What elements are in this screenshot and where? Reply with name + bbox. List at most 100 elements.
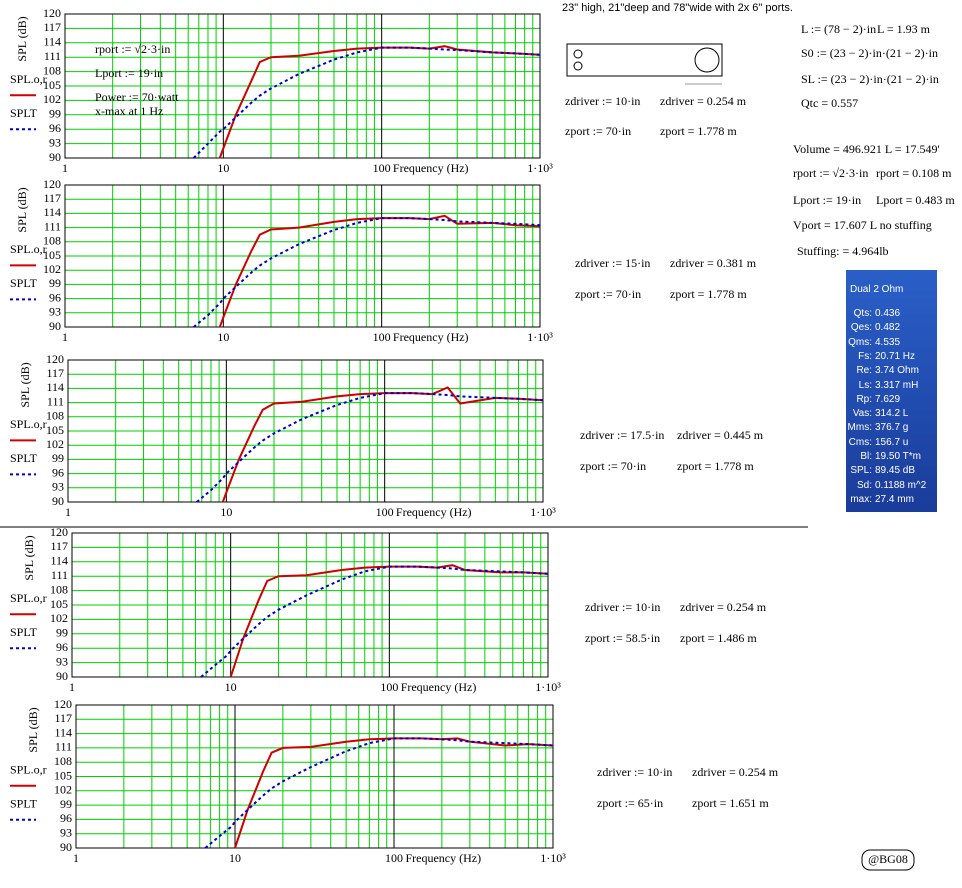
series-line bbox=[229, 564, 549, 678]
y-tick-label: 120 bbox=[50, 525, 68, 539]
annotation: Lport := 19·in bbox=[95, 66, 163, 80]
y-tick-label: 102 bbox=[50, 611, 68, 625]
x-tick-label: 1 bbox=[62, 161, 68, 175]
plot-frame bbox=[67, 359, 544, 503]
spec-value: 314.2 L bbox=[875, 408, 909, 420]
y-tick-label: 114 bbox=[43, 205, 61, 219]
y-tick-label: 108 bbox=[54, 754, 72, 768]
y-tick-label: 108 bbox=[50, 582, 68, 596]
calc-line: L = 1.93 m bbox=[877, 22, 930, 36]
driver-title: Dual 2 Ohm bbox=[850, 284, 904, 295]
legend-label: SPL.o,r bbox=[10, 417, 47, 431]
spec-value: 156.7 u bbox=[875, 436, 909, 448]
y-axis-label: SPL (dB) bbox=[18, 362, 32, 407]
spec-value: 27.4 mm bbox=[875, 493, 914, 505]
y-tick-label: 108 bbox=[43, 63, 61, 77]
y-tick-label: 105 bbox=[46, 423, 64, 437]
spec-label: max: bbox=[850, 493, 872, 505]
note: zdriver := 15·in bbox=[575, 256, 651, 270]
y-tick-label: 99 bbox=[60, 797, 72, 811]
spec-value: 20.71 Hz bbox=[875, 350, 916, 362]
annotation: rport := √2·3·in bbox=[95, 42, 170, 56]
x-axis-label: Frequency (Hz) bbox=[393, 161, 469, 175]
legend-label: SPL.o,r bbox=[10, 242, 47, 256]
x-tick-label: 1·10³ bbox=[540, 851, 566, 865]
y-tick-label: 93 bbox=[49, 135, 61, 149]
spec-label: Re: bbox=[856, 365, 872, 377]
x-tick-label: 1 bbox=[62, 330, 68, 344]
y-tick-label: 111 bbox=[47, 394, 64, 408]
y-tick-label: 105 bbox=[43, 248, 61, 262]
y-tick-label: 120 bbox=[54, 697, 72, 711]
calc-line: L := (78 − 2)·in bbox=[801, 22, 877, 36]
x-tick-label: 1 bbox=[73, 851, 79, 865]
spec-value: 3.74 Ohm bbox=[875, 365, 919, 377]
series-line bbox=[193, 217, 541, 328]
y-tick-label: 117 bbox=[43, 191, 61, 205]
calc-line: rport = 0.108 m bbox=[876, 166, 952, 180]
note: zport := 70·in bbox=[580, 459, 647, 473]
y-tick-label: 99 bbox=[52, 451, 64, 465]
y-tick-label: 117 bbox=[43, 20, 61, 34]
legend-label: SPLT bbox=[10, 106, 38, 120]
calc-line: S0 := (23 − 2)·in·(21 − 2)·in bbox=[801, 46, 938, 60]
series-line bbox=[196, 392, 544, 503]
spec-value: 19.50 T*m bbox=[875, 451, 921, 462]
series-line bbox=[221, 386, 544, 503]
spec-value: 0.1188 m^2 bbox=[875, 479, 927, 491]
x-axis-label: Frequency (Hz) bbox=[401, 680, 477, 694]
x-tick-label: 1 bbox=[69, 680, 75, 694]
x-tick-label: 100 bbox=[385, 851, 403, 865]
calc-line: Stuffing: = 4.964lb bbox=[797, 244, 889, 258]
note: zdriver = 0.254 m bbox=[680, 600, 767, 614]
x-tick-label: 1·10³ bbox=[530, 505, 556, 519]
plot-frame bbox=[64, 184, 541, 328]
y-tick-label: 120 bbox=[46, 352, 64, 366]
header: 23" high, 21"deep and 78"wide with 2x 6"… bbox=[562, 2, 793, 14]
y-tick-label: 99 bbox=[49, 276, 61, 290]
y-tick-label: 117 bbox=[46, 366, 64, 380]
driver-icon bbox=[694, 47, 720, 73]
y-tick-label: 102 bbox=[43, 92, 61, 106]
annotation: Power := 70·watt bbox=[95, 90, 179, 104]
note: zport = 1.778 m bbox=[677, 459, 754, 473]
plot-frame bbox=[71, 532, 549, 678]
legend-label: SPLT bbox=[10, 276, 38, 290]
y-tick-label: 90 bbox=[49, 150, 61, 164]
port-icon bbox=[573, 61, 583, 71]
calc-line: rport := √2·3·in bbox=[793, 166, 869, 180]
y-tick-label: 114 bbox=[50, 554, 68, 568]
y-tick-label: 96 bbox=[56, 640, 68, 654]
plot-frame bbox=[75, 704, 554, 849]
note: zdriver := 17.5·in bbox=[580, 428, 665, 442]
signature-box bbox=[861, 849, 915, 871]
x-axis-label: Frequency (Hz) bbox=[396, 505, 472, 519]
x-tick-label: 1·10³ bbox=[527, 330, 553, 344]
legend-label: SPL.o,r bbox=[10, 72, 47, 86]
y-tick-label: 111 bbox=[44, 49, 61, 63]
series-line bbox=[218, 214, 541, 328]
x-tick-label: 1·10³ bbox=[535, 680, 561, 694]
spec-label: Fs: bbox=[858, 350, 872, 362]
y-tick-label: 114 bbox=[46, 380, 64, 394]
y-tick-label: 93 bbox=[56, 654, 68, 668]
spec-label: Mms: bbox=[847, 422, 872, 434]
spec-label: Bl: bbox=[860, 451, 872, 462]
y-tick-label: 114 bbox=[43, 35, 61, 49]
y-tick-label: 117 bbox=[54, 711, 72, 725]
y-tick-label: 108 bbox=[46, 409, 64, 423]
y-tick-label: 120 bbox=[43, 6, 61, 20]
spec-value: 376.7 g bbox=[875, 422, 909, 434]
calc-line: Lport = 0.483 m bbox=[876, 193, 955, 207]
y-tick-label: 108 bbox=[43, 234, 61, 248]
spec-value: 3.317 mH bbox=[875, 379, 919, 391]
y-tick-label: 99 bbox=[56, 626, 68, 640]
note: zport = 1.486 m bbox=[680, 631, 757, 645]
legend-label: SPLT bbox=[10, 451, 38, 465]
note: zdriver = 0.445 m bbox=[677, 428, 764, 442]
series-line bbox=[204, 737, 554, 849]
note: zdriver = 0.254 m bbox=[660, 94, 747, 108]
spec-label: Cms: bbox=[848, 436, 872, 448]
plot-frame bbox=[64, 13, 541, 159]
